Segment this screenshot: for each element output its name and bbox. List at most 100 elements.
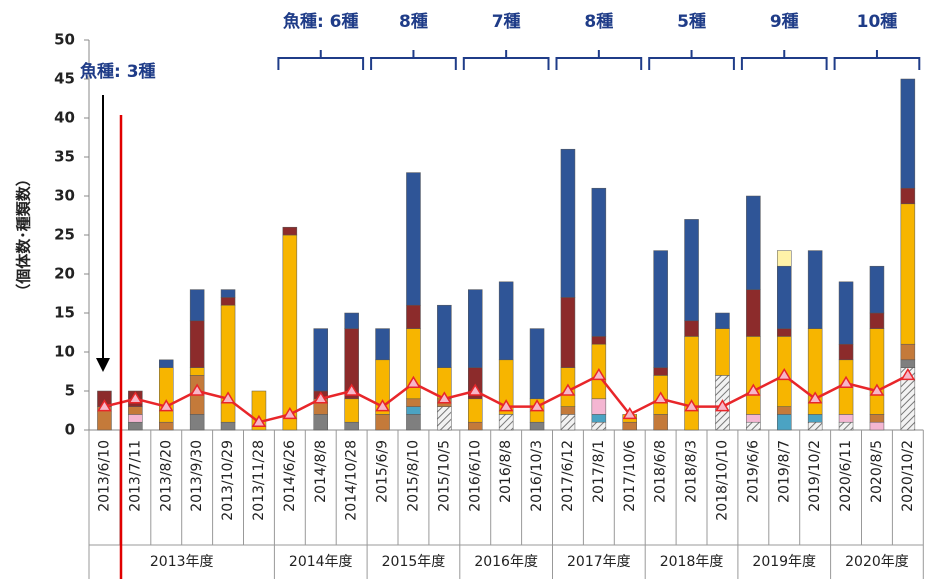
bar-segment bbox=[591, 421, 607, 431]
species-annotation: 8種 bbox=[399, 11, 428, 32]
line-marker bbox=[498, 399, 514, 412]
bar-segment bbox=[900, 187, 916, 205]
bracket bbox=[370, 50, 457, 70]
bar-segment bbox=[869, 414, 885, 423]
bar-segment bbox=[498, 281, 514, 361]
bracket bbox=[833, 50, 921, 70]
bar-segment bbox=[746, 195, 761, 290]
bar-segment bbox=[777, 406, 792, 415]
x-tick-label: 2018/8/3 bbox=[684, 440, 700, 503]
bar-segment bbox=[344, 398, 359, 423]
bar-segment bbox=[128, 406, 143, 415]
fiscal-year-label: 2019年度 bbox=[752, 554, 816, 570]
bar-segment bbox=[220, 304, 236, 423]
bar-segment bbox=[159, 421, 174, 431]
bar-segment bbox=[406, 398, 421, 407]
y-tick-label: 15 bbox=[54, 304, 75, 322]
x-tick-label: 2013/11/28 bbox=[251, 440, 267, 521]
line-marker bbox=[900, 367, 916, 381]
x-tick-label: 2015/6/9 bbox=[375, 440, 391, 503]
x-tick-label: 2015/8/10 bbox=[405, 440, 421, 512]
line-marker bbox=[158, 399, 174, 412]
bar-segment bbox=[746, 421, 761, 431]
line-marker bbox=[622, 406, 638, 420]
bar-segment bbox=[560, 297, 576, 368]
y-tick-label: 25 bbox=[54, 226, 75, 244]
bar-segment bbox=[375, 328, 390, 361]
bar-segment bbox=[746, 289, 761, 337]
bar-segment bbox=[653, 250, 668, 368]
bar-segment bbox=[344, 421, 359, 431]
bar-segment bbox=[746, 336, 761, 415]
x-tick-label: 2015/10/5 bbox=[436, 440, 452, 512]
bar-segment bbox=[591, 187, 607, 337]
bracket bbox=[648, 50, 735, 70]
x-tick-label: 2018/6/8 bbox=[653, 440, 669, 503]
bar-segment bbox=[684, 320, 699, 337]
x-tick-label: 2018/10/10 bbox=[714, 440, 730, 521]
x-tick-label: 2013/6/10 bbox=[96, 440, 112, 512]
bar-segment bbox=[313, 414, 328, 431]
bar-segment bbox=[220, 289, 236, 298]
bar-segment bbox=[807, 414, 823, 423]
bar-segment bbox=[406, 304, 421, 329]
species-annotation: 魚種: 6種 bbox=[283, 11, 359, 32]
bracket bbox=[462, 50, 550, 70]
bar-segment bbox=[622, 421, 637, 431]
bar-segment bbox=[807, 250, 823, 329]
bar-segment bbox=[560, 414, 576, 431]
bar-segment bbox=[715, 328, 730, 376]
species-annotation: 7種 bbox=[492, 11, 521, 32]
line-marker bbox=[653, 391, 668, 404]
bar-segment bbox=[220, 421, 236, 431]
bar-segment bbox=[777, 250, 792, 267]
bar-segment bbox=[529, 328, 545, 400]
x-tick-label: 2019/8/7 bbox=[776, 440, 792, 503]
y-tick-label: 40 bbox=[54, 109, 75, 127]
fiscal-year-label: 2017年度 bbox=[567, 554, 631, 570]
species-annotation: 10種 bbox=[857, 11, 898, 32]
x-tick-label: 2016/8/8 bbox=[498, 440, 514, 503]
line-marker bbox=[251, 414, 267, 427]
x-tick-label: 2019/10/2 bbox=[807, 440, 823, 512]
y-tick-label: 35 bbox=[54, 148, 75, 166]
bar-segment bbox=[653, 414, 668, 431]
x-tick-label: 2013/9/30 bbox=[189, 440, 205, 512]
x-tick-label: 2016/10/3 bbox=[529, 440, 545, 512]
bar-segment bbox=[406, 406, 421, 415]
fiscal-year-label: 2014年度 bbox=[289, 554, 353, 570]
bar-segment bbox=[437, 406, 452, 431]
x-tick-label: 2014/10/28 bbox=[344, 440, 360, 521]
bar-segment bbox=[406, 172, 421, 306]
bar-segment bbox=[869, 312, 885, 329]
bar-segment bbox=[591, 336, 607, 345]
y-tick-label: 30 bbox=[54, 187, 75, 205]
line-marker bbox=[220, 391, 236, 404]
bar-segment bbox=[375, 414, 390, 431]
bar-segment bbox=[869, 265, 885, 314]
y-tick-label: 20 bbox=[54, 265, 75, 283]
bar-segment bbox=[900, 343, 916, 361]
bar-segment bbox=[468, 289, 483, 368]
bar-segment bbox=[715, 312, 730, 329]
line-marker bbox=[344, 383, 359, 396]
bar-segment bbox=[653, 367, 668, 376]
fiscal-year-label: 2016年度 bbox=[474, 554, 538, 570]
bar-segment bbox=[560, 148, 576, 298]
x-tick-label: 2017/10/6 bbox=[622, 440, 638, 512]
bar-segment bbox=[189, 320, 205, 368]
x-tick-label: 2017/8/1 bbox=[591, 440, 607, 503]
bar-segment bbox=[900, 359, 916, 368]
x-tick-label: 2013/7/11 bbox=[127, 440, 143, 512]
bar-segment bbox=[777, 414, 792, 431]
bar-segment bbox=[838, 421, 854, 431]
bar-segment bbox=[529, 421, 545, 431]
x-tick-label: 2020/6/11 bbox=[838, 440, 854, 512]
line-marker bbox=[189, 383, 205, 396]
x-tick-label: 2014/6/26 bbox=[282, 440, 298, 512]
bar-segment bbox=[560, 406, 576, 415]
x-tick-label: 2020/8/5 bbox=[869, 440, 885, 503]
bar-segment bbox=[777, 265, 792, 329]
y-tick-label: 5 bbox=[65, 382, 75, 400]
bar-segment bbox=[437, 304, 452, 368]
